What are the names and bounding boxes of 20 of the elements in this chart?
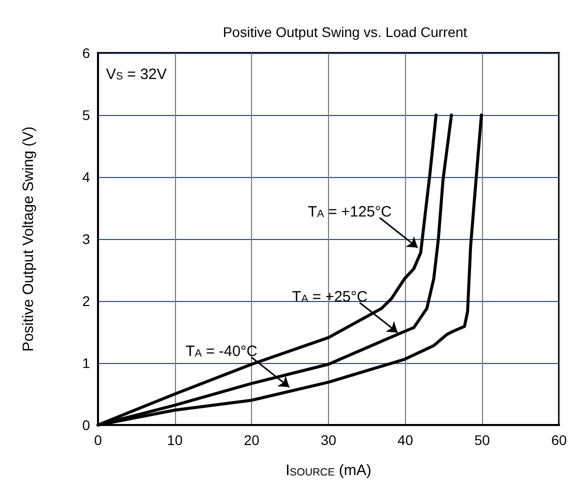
x-tick-label: 20 (244, 432, 260, 448)
y-tick-label: 5 (82, 107, 90, 123)
y-tick-label: 2 (82, 293, 90, 309)
x-tick-label: 10 (167, 432, 183, 448)
x-tick-label: 0 (94, 432, 102, 448)
chart-title: Positive Output Swing vs. Load Current (222, 24, 468, 40)
y-tick-label: 4 (82, 169, 90, 185)
y-tick-label: 0 (82, 417, 90, 433)
y-axis-title: Positive Output Voltage Swing (V) (20, 126, 37, 352)
annotation: TA = -40°C (186, 343, 258, 360)
x-tick-label: 40 (398, 432, 414, 448)
x-axis-title: ISOURCE (mA) (286, 462, 372, 479)
annotation: TA = +125°C (308, 204, 392, 221)
annotation: VS = 32V (106, 66, 167, 83)
x-tick-label: 50 (474, 432, 490, 448)
y-tick-label: 6 (82, 45, 90, 61)
x-tick-label: 30 (320, 432, 336, 448)
y-tick-label: 1 (82, 355, 90, 371)
y-tick-label: 3 (82, 231, 90, 247)
x-tick-label: 60 (551, 432, 567, 448)
